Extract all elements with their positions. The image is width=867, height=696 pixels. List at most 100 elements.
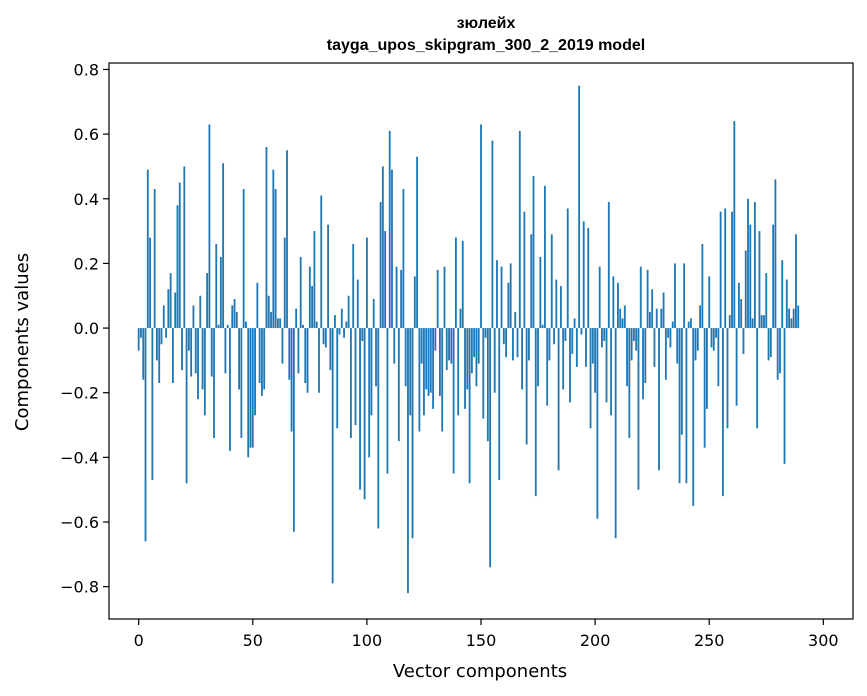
bar [140,328,142,338]
bar [356,279,359,329]
bar [308,266,311,329]
x-axis-ticks: 0 50 100 150 200 250 300 [134,619,839,650]
bar [781,260,784,329]
bar [407,328,409,594]
bar [361,328,364,341]
bar [575,328,578,367]
bar [783,328,786,464]
bar [468,328,471,484]
bar [521,328,523,390]
bar [418,328,421,432]
bar [470,328,473,374]
bar [171,328,174,384]
bar [514,311,517,329]
bar [199,295,202,329]
bar [261,328,263,396]
bar [523,211,526,329]
bar [395,266,398,329]
bar [343,328,345,338]
bar [512,328,514,361]
bar [532,176,535,329]
bar [336,328,339,429]
bar [352,244,355,329]
bar [445,328,448,371]
bar [724,208,727,329]
bar [215,244,218,329]
bar [274,189,277,329]
bar [377,328,380,529]
bar [491,140,494,329]
bar [550,234,553,329]
bar [137,328,140,351]
x-tick-label: 200 [580,631,611,650]
bar [324,328,327,348]
bar [329,328,332,371]
bar [758,231,761,329]
bar [258,328,261,384]
bar [187,328,190,351]
bar [263,328,266,390]
bar [203,328,206,416]
bar [728,315,731,329]
bar [765,273,768,329]
bar [466,328,469,390]
bar [208,124,211,329]
bar [678,328,681,484]
bar [715,328,717,338]
bar [555,279,558,329]
bar [429,328,432,393]
bar [630,328,633,361]
bar [379,202,382,329]
bar [699,305,702,329]
bar [671,321,674,329]
bar [644,328,647,384]
bar [176,205,179,329]
bar [525,328,528,445]
bar [443,266,446,329]
bar [708,276,711,329]
x-tick-label: 250 [694,631,725,650]
bar [573,318,576,329]
bar [347,295,350,329]
bar [692,328,695,506]
bar [660,308,663,329]
bar [304,328,307,384]
bar [436,269,439,329]
bar [411,328,414,539]
bar [162,305,165,329]
bar [648,311,651,329]
chart-title: зюлейх [457,15,516,32]
bar [756,328,759,429]
bar [603,328,606,341]
bar [464,328,466,409]
bar [779,328,781,374]
bar [489,328,492,568]
bar [482,328,485,419]
y-axis-label: Components values [12,253,33,431]
bar [245,321,247,329]
y-tick-label: 0.8 [74,60,99,79]
bar-series [137,85,800,594]
x-tick-label: 150 [466,631,497,650]
bar [363,328,366,500]
bar [598,266,601,329]
bar [564,328,567,341]
bar [167,289,170,329]
bar [792,308,795,329]
bar [457,328,460,416]
bar [235,311,238,329]
bar [498,328,501,480]
bar [226,324,229,329]
bar [486,328,489,442]
bar [635,328,638,351]
y-tick-label: −0.2 [60,384,99,403]
bar [402,189,405,329]
bar [696,328,699,351]
bar [680,328,683,435]
bar [420,328,423,364]
bar [299,256,302,329]
bar [370,328,373,416]
bar [240,328,243,438]
bar [667,328,670,338]
